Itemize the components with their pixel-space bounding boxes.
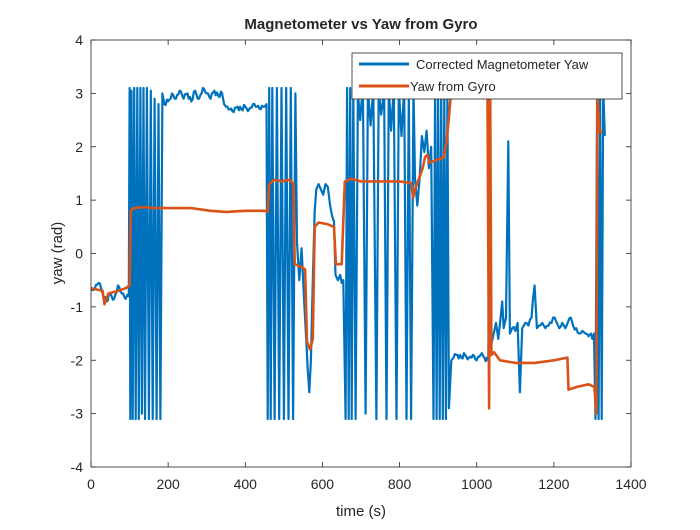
y-tick-label: -3 [71,406,84,422]
x-tick-label: 600 [311,476,335,492]
y-tick-label: -2 [71,352,84,368]
y-tick-label: 1 [75,192,83,208]
ticks-layer: 0 200 400 600 800 1000 1200 1400 -4 -3 -2 -1 0 1 2 3 4 [71,32,647,492]
y-tick-label: -4 [71,459,84,475]
legend-label-magnetometer: Corrected Magnetometer Yaw [416,57,589,72]
series-line-1 [91,92,604,415]
x-tick-label: 1200 [538,476,569,492]
x-tick-label: 1000 [461,476,492,492]
series-layer [91,86,606,421]
series-line-0 [91,86,606,421]
y-tick-label: -1 [71,299,84,315]
x-axis-label: time (s) [336,503,386,520]
x-tick-label: 400 [234,476,258,492]
x-tick-label: 800 [388,476,412,492]
legend: Corrected Magnetometer Yaw Yaw from Gyro [351,52,623,100]
y-tick-label: 3 [75,85,83,101]
legend-label-gyro: Yaw from Gyro [410,79,496,94]
legend-box [351,52,623,100]
x-tick-label: 0 [87,476,95,492]
y-tick-label: 4 [75,32,83,48]
x-tick-label: 1400 [615,476,646,492]
y-tick-label: 2 [75,139,83,155]
chart-title: Magnetometer vs Yaw from Gyro [244,16,477,33]
y-axis-label: yaw (rad) [49,222,66,285]
y-tick-label: 0 [75,246,83,262]
x-tick-label: 200 [156,476,180,492]
